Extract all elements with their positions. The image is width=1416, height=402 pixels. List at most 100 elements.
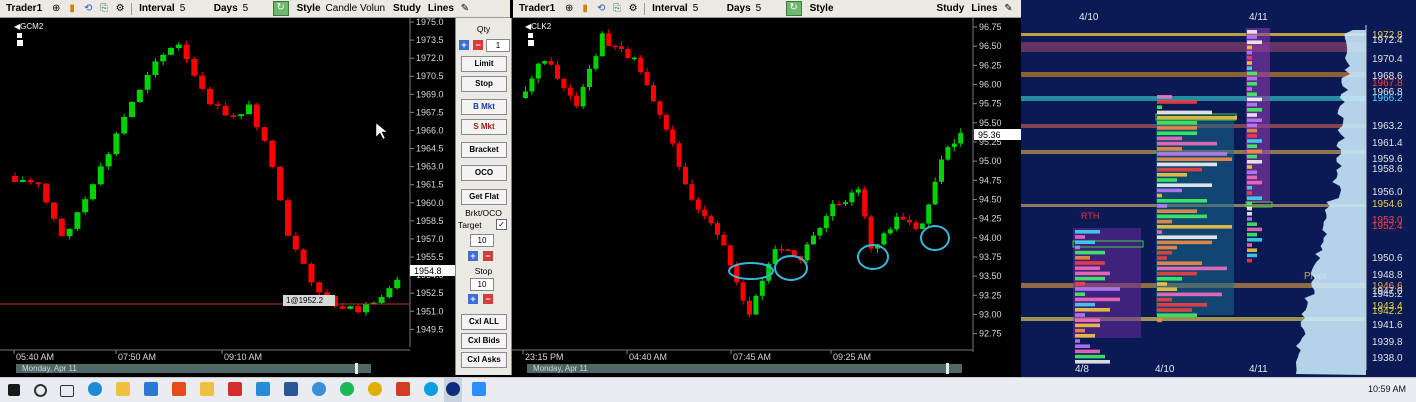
app-red-icon[interactable] [228, 382, 242, 396]
qty-plus-icon[interactable]: + [459, 40, 469, 50]
candle-body [548, 60, 554, 65]
tpo-letter-row [1157, 235, 1217, 239]
cancel-asks-button[interactable]: Cxl Asks [461, 352, 507, 368]
candle-body [160, 54, 167, 62]
target-checkbox[interactable]: ✓ [496, 219, 507, 230]
folder-icon[interactable] [200, 382, 214, 396]
tpo-letter-row [1157, 277, 1182, 281]
price-axis-label: 93.00 [979, 309, 1002, 319]
powerpoint-icon[interactable] [396, 382, 410, 396]
price-axis-label: 1958.5 [416, 216, 444, 226]
link-icon[interactable]: ⟲ [596, 2, 606, 14]
target-plus-icon[interactable]: + [468, 251, 478, 261]
refresh-icon[interactable]: ↻ [785, 1, 802, 16]
oco-button[interactable]: OCO [461, 165, 507, 181]
candle-body [580, 86, 586, 107]
app-circle-icon[interactable] [312, 382, 326, 396]
candle-body [644, 72, 650, 86]
skype-icon[interactable] [424, 382, 438, 396]
pencil-icon[interactable]: ✎ [460, 2, 470, 14]
tpo-letter-row [1247, 191, 1252, 195]
mail-icon[interactable] [144, 382, 158, 396]
taskbar-clock[interactable]: 10:59 AM [1368, 384, 1407, 394]
get-flat-button[interactable]: Get Flat [461, 189, 507, 205]
candle-body [292, 235, 299, 250]
settings-gear-icon[interactable]: ⚙ [628, 2, 638, 14]
refresh-icon[interactable]: ↻ [272, 1, 289, 16]
sell-market-button[interactable]: S Mkt [461, 119, 507, 135]
crosshair-icon[interactable]: ⊕ [564, 2, 574, 14]
stop-button[interactable]: Stop [461, 76, 507, 92]
bar-chart-icon[interactable]: ▮ [582, 2, 588, 14]
search-icon[interactable] [34, 384, 47, 397]
cancel-bids-button[interactable]: Cxl Bids [461, 333, 507, 349]
days-label: Days [726, 3, 751, 14]
pencil-icon[interactable]: ✎ [1004, 2, 1013, 14]
word-icon[interactable] [284, 382, 298, 396]
days-select[interactable]: 5 [755, 3, 762, 14]
spotify-icon[interactable] [340, 382, 354, 396]
candle-body [689, 184, 695, 200]
candle-body [121, 116, 128, 134]
profile-price-label: 1942.2 [1372, 306, 1403, 317]
stop-minus-icon[interactable]: − [483, 294, 493, 304]
study-button[interactable]: Study [936, 3, 965, 14]
buy-market-button[interactable]: B Mkt [461, 99, 507, 115]
price-axis-label: 95.50 [979, 118, 1002, 128]
bar-chart-icon[interactable]: ▮ [69, 2, 75, 14]
tpo-letter-row [1157, 95, 1172, 99]
study-button[interactable]: Study [393, 3, 421, 14]
tpo-letter-row [1075, 287, 1120, 291]
price-axis-label: 95.25 [979, 137, 1002, 147]
target-input[interactable]: 10 [470, 234, 494, 247]
edge-browser-icon[interactable] [88, 382, 102, 396]
zoom-icon[interactable] [472, 382, 486, 396]
qty-minus-icon[interactable]: − [473, 40, 483, 50]
trading-app-icon[interactable] [446, 382, 460, 396]
tpo-letter-row [1157, 152, 1227, 156]
bracket-button[interactable]: Bracket [461, 142, 507, 158]
toolbar-app-name[interactable]: Trader1 [519, 3, 556, 14]
tpo-letter-row [1247, 243, 1252, 247]
lines-button[interactable]: Lines [427, 3, 454, 14]
office-icon[interactable] [172, 382, 186, 396]
app-blue-icon[interactable] [256, 382, 270, 396]
limit-button[interactable]: Limit [461, 56, 507, 72]
style-select[interactable]: Candle Volun [325, 3, 386, 14]
settings-gear-icon[interactable]: ⚙ [115, 2, 125, 14]
interval-select[interactable]: 5 [692, 3, 699, 14]
file-explorer-icon[interactable] [116, 382, 130, 396]
candle-body [347, 306, 354, 309]
tpo-letter-row [1247, 160, 1262, 164]
gold-candle-chart[interactable]: 1975.0 1973.5 1972.0 1970.5 1969.0 1967.5 1966… [0, 18, 455, 378]
candle-body [715, 223, 720, 235]
tpo-letter-row [1075, 297, 1120, 302]
profile-level-band [1021, 33, 1366, 36]
crosshair-icon[interactable]: ⊕ [51, 2, 61, 14]
task-view-icon[interactable] [60, 385, 74, 397]
lines-button[interactable]: Lines [971, 3, 998, 14]
session-date-label: 4/10 [1079, 12, 1099, 23]
tpo-letter-row [1247, 212, 1252, 216]
stop-plus-icon[interactable]: + [468, 294, 478, 304]
toolbar-app-name[interactable]: Trader1 [6, 3, 43, 14]
candle-body [19, 180, 26, 183]
order-entry-panel: Qty + − 1 Limit Stop B Mkt S Mkt Bracket… [455, 18, 512, 375]
price-axis-label: 1969.0 [416, 89, 444, 99]
target-minus-icon[interactable]: − [483, 251, 493, 261]
interval-select[interactable]: 5 [179, 3, 186, 14]
profile-price-label: 1966.8 [1372, 87, 1403, 98]
days-select[interactable]: 5 [242, 3, 249, 14]
export-icon[interactable]: ⎘ [100, 2, 109, 14]
candle-body [12, 176, 18, 183]
cancel-all-button[interactable]: Cxl ALL [461, 314, 507, 330]
windows-start-icon[interactable] [8, 384, 20, 396]
qty-input[interactable]: 1 [486, 39, 510, 52]
chrome-icon[interactable] [368, 382, 382, 396]
stop-input[interactable]: 10 [470, 278, 494, 291]
market-profile-chart[interactable]: 4/104/11RTHPivot1972.81972.41970.41968.6… [1021, 0, 1416, 377]
crude-candle-chart[interactable]: 96.75 96.50 96.25 96.00 95.75 95.50 95.25 95.00… [511, 18, 1021, 378]
export-icon[interactable]: ⎘ [613, 2, 622, 14]
tpo-letter-row [1157, 225, 1232, 229]
link-icon[interactable]: ⟲ [83, 2, 93, 14]
